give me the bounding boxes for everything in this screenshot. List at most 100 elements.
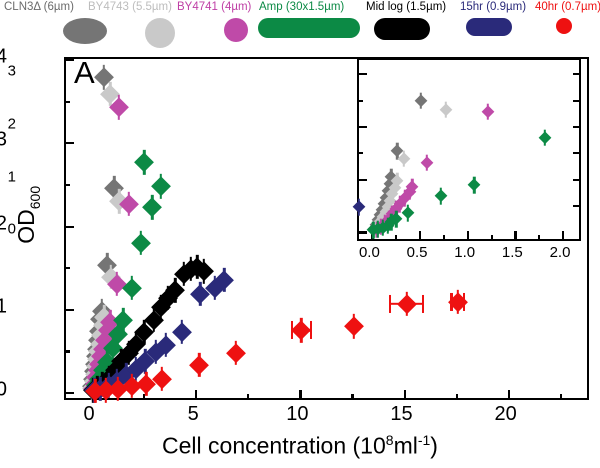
data-marker <box>131 233 151 253</box>
legend-key-0-icon <box>63 18 107 44</box>
data-marker <box>171 322 192 342</box>
axis-tick <box>358 205 363 208</box>
inset-y-tick-label: 2 <box>7 115 16 133</box>
legend-key-3-icon <box>258 18 360 38</box>
legend-key-2-icon <box>224 18 248 42</box>
axis-tick <box>195 390 198 399</box>
inset-y-tick-label: 1 <box>7 168 16 186</box>
legend-label-4: Mid log (1.5µm) <box>366 1 447 13</box>
inset-y-tick-label: 0 <box>7 220 16 238</box>
data-marker <box>439 102 453 117</box>
legend: CLN3Δ (6µm) BY4743 (5.5µm) BY4741 (4µm) Amp… <box>0 0 600 48</box>
x-error-cap <box>309 321 312 340</box>
y-tick-label: 3 <box>0 128 7 151</box>
inset-axis-tick <box>573 152 580 155</box>
inset-x-tick-label: 2.0 <box>549 244 571 261</box>
inset-x-tick-label: 0.0 <box>358 244 380 261</box>
legend-key-5-icon <box>466 18 512 36</box>
axis-tick <box>358 152 363 155</box>
x-axis-title-main: Cell concentration (10 <box>162 432 386 459</box>
data-marker <box>291 320 312 341</box>
axis-tick <box>351 394 354 399</box>
axis-tick <box>65 308 74 311</box>
data-marker <box>396 294 417 314</box>
x-axis-title-exp2: -1 <box>417 432 431 448</box>
data-marker <box>152 369 172 389</box>
axis-tick <box>358 99 363 102</box>
x-tick-label: 10 <box>286 403 309 425</box>
data-marker <box>414 93 428 108</box>
inset-x-tick-label: 1.0 <box>454 244 476 261</box>
x-axis-title-mid: ml <box>393 432 418 459</box>
axis-tick <box>358 231 367 234</box>
y-tick-label: 4 <box>0 45 7 68</box>
axis-tick <box>247 394 250 399</box>
legend-label-3: Amp (30x1.5µm) <box>259 1 345 13</box>
axis-tick <box>65 100 70 103</box>
legend-key-6-icon <box>556 18 572 34</box>
axis-tick <box>507 390 510 399</box>
axis-tick <box>419 231 422 240</box>
inset-axis-tick <box>573 205 580 208</box>
inset-plot-area <box>357 58 581 241</box>
axis-tick <box>65 392 74 395</box>
axis-tick <box>299 390 302 399</box>
y-tick-label: 2 <box>0 212 7 234</box>
axis-tick <box>358 178 367 181</box>
axis-tick <box>403 390 406 399</box>
axis-tick <box>65 59 74 62</box>
axis-tick <box>65 350 70 353</box>
axis-tick <box>358 73 367 76</box>
axis-tick <box>65 183 70 187</box>
inset-axis-tick <box>573 99 580 102</box>
axis-tick <box>143 394 146 399</box>
inset-axis-tick <box>573 73 580 76</box>
axis-tick <box>455 394 458 399</box>
x-error-cap <box>388 294 392 313</box>
x-tick-label: 15 <box>390 403 413 425</box>
x-tick-label: 0 <box>83 403 95 425</box>
axis-tick <box>538 235 541 240</box>
legend-key-4-icon <box>374 18 430 40</box>
data-marker <box>343 316 364 336</box>
y-tick-label: 0 <box>0 378 7 401</box>
inset-x-tick-label: 1.5 <box>501 244 523 261</box>
y-axis-title-sub: 600 <box>26 185 43 210</box>
data-marker <box>134 152 154 172</box>
axis-tick <box>65 267 70 270</box>
axis-tick <box>65 142 74 145</box>
x-tick-label: 5 <box>187 403 199 425</box>
y-tick-label: 1 <box>0 295 7 318</box>
inset-x-tick-label: 0.5 <box>406 244 428 261</box>
data-marker <box>434 189 448 203</box>
data-marker <box>538 130 552 145</box>
axis-tick <box>562 231 565 240</box>
x-error-cap <box>422 294 425 313</box>
data-marker <box>121 278 142 298</box>
y-axis-title-main: OD <box>13 209 40 244</box>
x-axis-title-end: ) <box>430 432 438 459</box>
legend-label-0: CLN3Δ (6µm) <box>4 1 74 13</box>
y-axis-title: OD600 <box>13 135 43 295</box>
legend-key-1-icon <box>145 18 175 48</box>
legend-label-1: BY4743 (5.5µm) <box>88 1 172 13</box>
axis-tick <box>358 125 367 129</box>
data-marker <box>226 343 246 363</box>
axis-tick <box>466 231 469 240</box>
data-marker <box>142 197 163 217</box>
data-marker <box>481 105 495 119</box>
axis-tick <box>65 225 74 228</box>
data-marker <box>400 206 415 220</box>
legend-label-5: 15hr (0.9µm) <box>460 1 527 13</box>
axis-tick <box>514 231 517 240</box>
x-tick-label: 20 <box>494 403 517 425</box>
data-marker <box>151 176 171 197</box>
legend-label-6: 40hr (0.7µm) <box>535 1 600 13</box>
legend-label-2: BY4741 (4µm) <box>177 1 252 13</box>
x-axis-title: Cell concentration (108ml-1) <box>0 432 600 460</box>
axis-tick <box>559 394 562 399</box>
axis-tick <box>490 235 493 240</box>
inset-axis-tick <box>573 178 580 181</box>
axis-tick <box>442 235 446 240</box>
